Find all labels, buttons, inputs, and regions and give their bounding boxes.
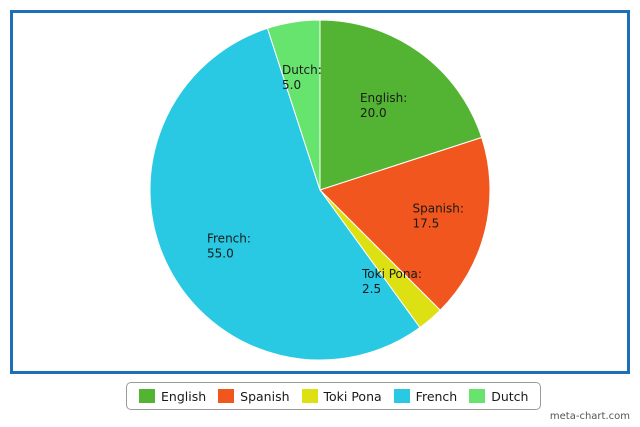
slice-label-toki-pona: Toki Pona: bbox=[361, 267, 422, 281]
legend-item-french[interactable]: French bbox=[393, 388, 458, 404]
chart-legend: English Spanish Toki Pona French Dutch bbox=[126, 382, 542, 410]
legend-item-dutch[interactable]: Dutch bbox=[469, 389, 528, 404]
slice-label-english: English: bbox=[360, 91, 407, 105]
legend-label-english: English bbox=[161, 388, 207, 404]
legend-label-french: French bbox=[415, 388, 458, 404]
legend-label-dutch: Dutch bbox=[491, 388, 529, 404]
legend-label-spanish: Spanish bbox=[240, 388, 290, 404]
chart-frame: English: 20.0 Spanish: 17.5 Toki Pona: 2.5 Fre… bbox=[10, 10, 630, 374]
pie-slice-dutch[interactable] bbox=[266, 19, 321, 191]
slice-value-french: 55.0 bbox=[207, 246, 234, 260]
slice-label-spanish: Spanish: bbox=[412, 202, 463, 216]
legend-swatch-toki-pona bbox=[301, 389, 318, 403]
pie-chart: English:20.0 Spanish:17.5 Toki Pona:2.5 Fre… bbox=[149, 19, 491, 361]
legend-item-spanish[interactable]: Spanish bbox=[218, 388, 290, 404]
watermark: meta-chart.com bbox=[549, 411, 630, 422]
legend-item-english[interactable]: English bbox=[139, 389, 206, 404]
slice-label-french: French: bbox=[207, 231, 251, 245]
legend-swatch-spanish bbox=[218, 389, 235, 403]
legend-swatch-dutch bbox=[469, 389, 486, 403]
pie-slice-french[interactable] bbox=[149, 27, 421, 361]
slice-label-dutch: Dutch: bbox=[282, 63, 322, 77]
slice-value-spanish: 17.5 bbox=[412, 217, 439, 231]
legend-label-toki-pona: Toki Pona bbox=[323, 388, 382, 404]
slice-value-english: 20.0 bbox=[360, 106, 387, 120]
legend-swatch-english bbox=[139, 389, 155, 403]
pie-slice-english[interactable] bbox=[319, 19, 483, 191]
slice-value-toki-pona: 2.5 bbox=[362, 282, 381, 296]
slice-value-dutch: 5.0 bbox=[282, 78, 301, 92]
legend-item-toki-pona[interactable]: Toki Pona bbox=[301, 388, 382, 404]
pie-slice-spanish[interactable] bbox=[319, 136, 491, 311]
legend-swatch-french bbox=[393, 389, 410, 403]
